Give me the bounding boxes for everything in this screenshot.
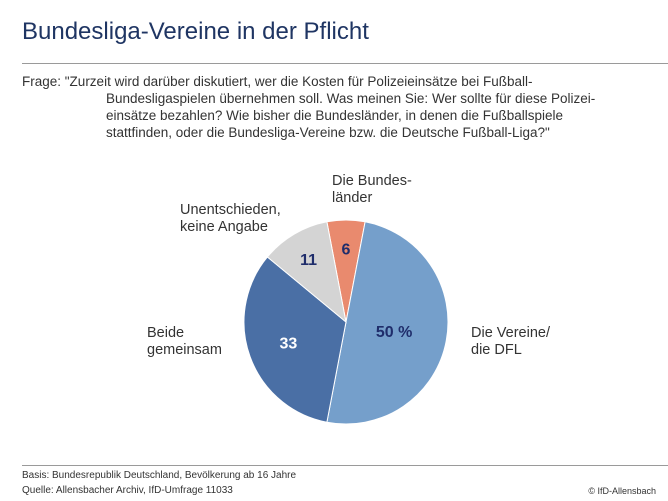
slice-label-vereine: Die Vereine/ die DFL [471, 325, 550, 359]
slice-value-label: 11 [300, 252, 317, 269]
slice-value-label: 33 [280, 336, 298, 353]
question-line: Frage: "Zurzeit wird darüber diskutiert,… [22, 74, 533, 89]
question-line: Bundesligaspielen übernehmen soll. Was m… [106, 91, 596, 106]
footer-basis: Basis: Bundesrepublik Deutschland, Bevöl… [22, 470, 297, 481]
label-line: gemeinsam [147, 342, 222, 358]
slice-label-bundeslaender: Die Bundes- länder [332, 173, 412, 207]
label-line: Unentschieden, [180, 202, 281, 218]
question-line: stattfinden, oder die Bundesliga-Vereine… [106, 125, 550, 140]
slice-label-unentschieden: Unentschieden, keine Angabe [180, 202, 281, 236]
slice-value-label: 50 % [376, 324, 412, 341]
pie-slice [266, 221, 347, 324]
label-line: die DFL [471, 342, 522, 358]
question-line: einsätze bezahlen? Wie bisher die Bundes… [106, 108, 564, 123]
top-divider [22, 63, 668, 64]
slice-value-label: 6 [342, 242, 351, 259]
label-line: keine Angabe [180, 219, 268, 235]
chart-title: Bundesliga-Vereine in der Pflicht [22, 18, 369, 45]
footer-copyright: © IfD-Allensbach [588, 486, 656, 496]
label-line: Die Bundes- [332, 173, 412, 189]
label-line: länder [332, 190, 373, 206]
slice-label-beide: Beide gemeinsam [147, 325, 222, 359]
pie-slice [326, 221, 449, 425]
label-line: Beide [147, 325, 185, 341]
pie-slice [243, 256, 347, 423]
label-line: Die Vereine/ [471, 325, 550, 341]
footer-source: Quelle: Allensbacher Archiv, IfD-Umfrage… [22, 485, 233, 496]
bottom-divider [22, 465, 668, 466]
survey-question: Frage: "Zurzeit wird darüber diskutiert,… [22, 73, 622, 141]
